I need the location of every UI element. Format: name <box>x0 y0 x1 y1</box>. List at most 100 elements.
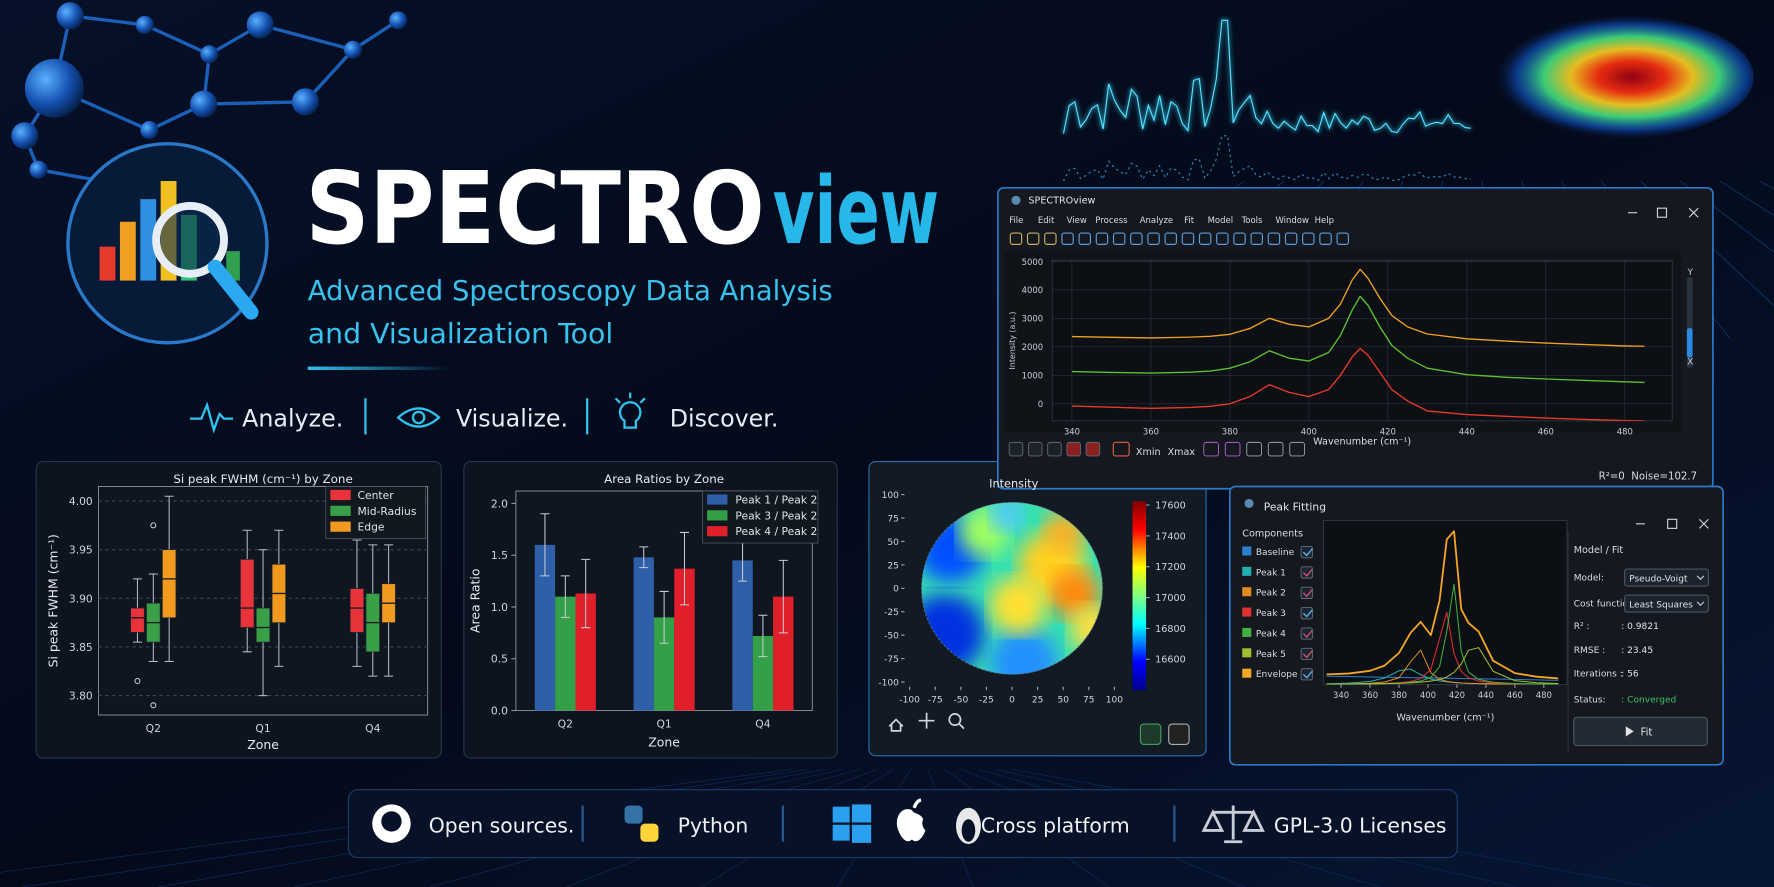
whisker <box>352 539 362 589</box>
slogan: Visualize. <box>456 405 568 433</box>
menu-item: Model <box>1208 215 1233 225</box>
atom <box>140 121 159 140</box>
checkbox[interactable] <box>1300 607 1313 620</box>
fit-button-label: Fit <box>1640 727 1652 738</box>
button <box>1139 723 1162 746</box>
check <box>1302 629 1313 638</box>
field-value: : 56 <box>1621 670 1639 680</box>
x-axis-label: Zone <box>648 735 680 750</box>
toolbar-icon <box>1181 232 1195 245</box>
grid-decoration <box>1719 180 1774 216</box>
colorbar <box>1132 501 1147 691</box>
menu-item: File <box>1009 215 1023 225</box>
checkbox[interactable] <box>1300 647 1313 661</box>
atom <box>246 11 274 39</box>
subtitle: Advanced Spectroscopy Data Analysis <box>308 276 833 307</box>
logo <box>66 141 269 345</box>
underline <box>307 366 450 370</box>
heatmap <box>921 502 1103 675</box>
play-icon <box>1625 726 1634 737</box>
x-tick-label: Q4 <box>755 717 770 730</box>
checkbox[interactable] <box>1300 627 1313 640</box>
x-tick-label: Q1 <box>656 717 671 730</box>
toolbar-icon <box>1267 232 1281 245</box>
field-label: RMSE : <box>1574 646 1605 656</box>
y-axis-label: Intensity (a.u.) <box>1008 312 1017 370</box>
toolbar-icon <box>1085 441 1101 457</box>
field-value: Least Squares <box>1629 601 1693 611</box>
bond <box>259 23 354 52</box>
atom <box>11 122 39 150</box>
y-tick-label: 0.5 <box>491 653 508 666</box>
component-name: Peak 3 <box>1256 609 1286 619</box>
toolbar-icon <box>1130 232 1143 245</box>
series-line <box>1326 647 1559 685</box>
bar <box>732 560 753 711</box>
whisker <box>384 544 394 584</box>
heat-blob <box>989 502 1024 532</box>
section-label: Model / Fit <box>1574 545 1624 556</box>
box <box>349 588 365 633</box>
bar <box>575 593 596 711</box>
x-tick-label: 380 <box>1391 690 1407 700</box>
x-tick-label: Q1 <box>255 722 270 735</box>
y-tick-label: 50 <box>887 538 899 548</box>
whisker <box>352 632 362 667</box>
component-swatch <box>1242 546 1252 556</box>
title: SPECTRO <box>305 152 764 267</box>
fit-button[interactable] <box>1573 716 1708 747</box>
colorbar-tick-label: 17000 <box>1155 593 1186 604</box>
component-swatch <box>1242 566 1252 576</box>
window-title: SPECTROview <box>1028 196 1095 207</box>
chart-title: Area Ratios by Zone <box>604 472 724 486</box>
checkbox[interactable] <box>1300 546 1313 559</box>
atom <box>190 90 218 118</box>
x-tick-label: 25 <box>1032 696 1044 706</box>
spectrum-decoration <box>1062 135 1471 182</box>
component-swatch <box>1242 648 1252 658</box>
colorbar-tick-label: 17400 <box>1155 531 1186 542</box>
y-tick-label: 4000 <box>1022 285 1044 295</box>
checkbox[interactable] <box>1300 586 1313 599</box>
heat-blob <box>989 627 1058 675</box>
field-value: : 23.45 <box>1621 646 1653 656</box>
atom <box>200 45 219 64</box>
whisker <box>164 617 174 663</box>
x-tick-label: 360 <box>1362 690 1378 700</box>
box <box>162 549 177 619</box>
y-tick-label: 3.95 <box>69 544 93 557</box>
check <box>1302 609 1313 618</box>
zoom-icon <box>958 723 965 730</box>
legend-swatch <box>707 510 728 521</box>
dropdown[interactable] <box>1624 594 1709 613</box>
checkbox[interactable] <box>1300 566 1313 579</box>
x-tick-label: 340 <box>1333 690 1349 700</box>
y-tick-label: 3.90 <box>69 592 93 605</box>
component-swatch <box>1242 627 1252 637</box>
colorbar-tick-label: 16800 <box>1155 624 1186 635</box>
bar <box>534 544 556 711</box>
field-value: : Converged <box>1621 696 1676 706</box>
toolbar-icon <box>1008 441 1024 457</box>
toolbar-icon <box>1066 441 1081 457</box>
toolbar-icon <box>1078 232 1091 245</box>
dropdown-arrow <box>1696 601 1705 607</box>
toolbar-button: Xmax <box>1168 447 1196 458</box>
y-tick-label: 25 <box>887 561 899 571</box>
checkbox[interactable] <box>1300 668 1313 681</box>
y-tick-label: 0 <box>893 585 899 595</box>
field-label: R² : <box>1574 622 1590 632</box>
check <box>1302 650 1313 659</box>
error-bar <box>758 614 768 658</box>
x-tick-label: 480 <box>1536 690 1552 700</box>
x-tick-label: 360 <box>1143 426 1159 436</box>
whisker <box>274 622 284 667</box>
whisker <box>258 642 268 697</box>
component-name: Peak 2 <box>1256 589 1286 599</box>
dropdown[interactable] <box>1624 568 1709 587</box>
toolbar-icon <box>1061 232 1074 245</box>
heat-blob <box>1069 605 1103 651</box>
toolbar-icon <box>1216 232 1229 245</box>
check <box>1302 548 1313 557</box>
